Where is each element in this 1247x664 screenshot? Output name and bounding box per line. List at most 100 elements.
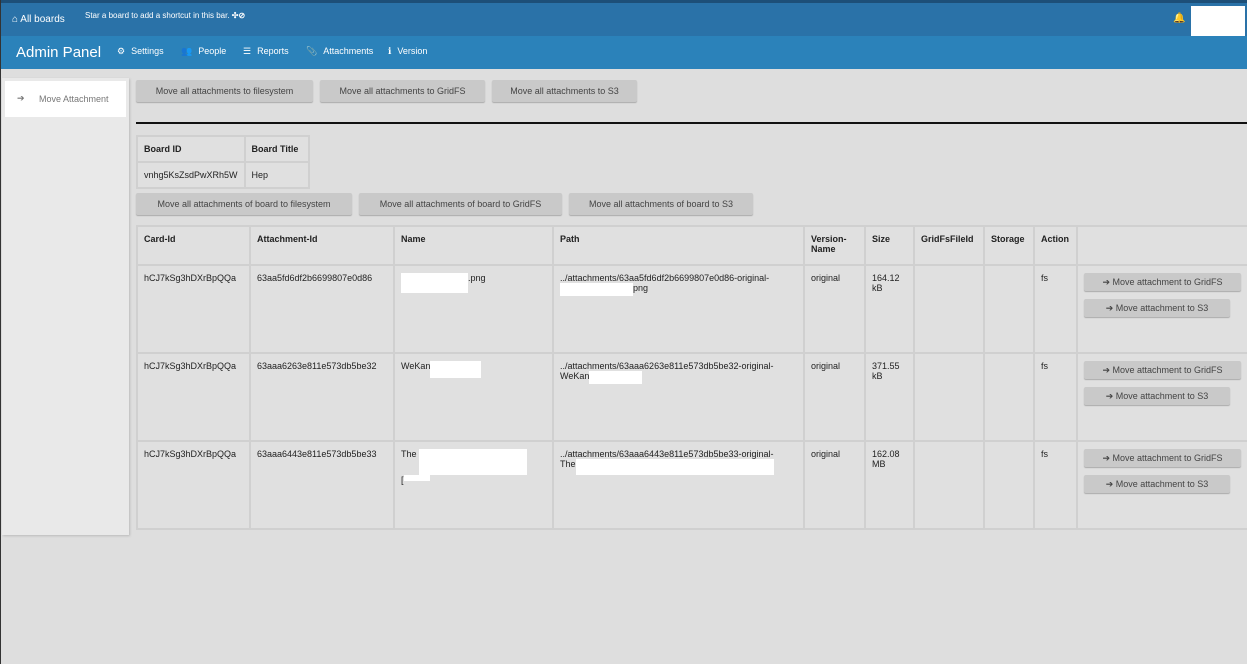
- col-attachment-id: Attachment-Id: [249, 225, 395, 266]
- table-row: vnhg5KsZsdPwXRh5W Hep: [136, 161, 310, 189]
- divider: [136, 122, 1247, 124]
- arrow-right-icon: ➔: [1102, 453, 1110, 463]
- name-prefix: The: [401, 449, 417, 459]
- col-action: Action: [1033, 225, 1078, 266]
- move-all-filesystem-button[interactable]: Move all attachments to filesystem: [136, 80, 313, 102]
- size: 371.55 kB: [864, 352, 915, 442]
- all-boards-link[interactable]: ⌂ All boards: [12, 14, 65, 25]
- storage: [983, 264, 1035, 354]
- redacted: [419, 449, 528, 475]
- move-board-filesystem-button[interactable]: Move all attachments of board to filesys…: [136, 193, 352, 215]
- nav-label: Attachments: [323, 46, 374, 56]
- arrow-right-icon: ➔: [1105, 479, 1114, 489]
- attachment-id: 63aaa6263e811e573db5be32: [249, 352, 395, 442]
- nav-label: Version: [397, 46, 428, 56]
- storage: [983, 352, 1035, 442]
- redacted: [560, 283, 633, 296]
- nav-people[interactable]: 👥 People: [181, 46, 226, 57]
- shortcut-hint: Star a board to add a shortcut in this b…: [85, 11, 245, 20]
- col-buttons: [1076, 225, 1247, 266]
- arrow-right-icon: ➔: [1105, 391, 1114, 401]
- button-label: Move attachment to S3: [1115, 391, 1209, 401]
- path-text: ../attachments/63aaa6443e811e573db5be33-…: [560, 449, 774, 459]
- size: 162.08 MB: [864, 440, 915, 530]
- redacted: [430, 361, 482, 378]
- version-name: original: [803, 264, 866, 354]
- attachments-table: Card-Id Attachment-Id Name Path Version-…: [136, 225, 1247, 530]
- move-to-gridfs-button[interactable]: ➔ Move attachment to GridFS: [1084, 361, 1241, 379]
- all-boards-label: All boards: [20, 14, 65, 25]
- move-to-gridfs-button[interactable]: ➔ Move attachment to GridFS: [1084, 449, 1241, 467]
- redacted: [403, 475, 430, 481]
- button-label: Move attachment to S3: [1115, 479, 1209, 489]
- redacted: [589, 371, 643, 384]
- sidebar-item-label: Move Attachment: [39, 94, 109, 104]
- nav-label: Reports: [257, 46, 289, 56]
- table-row: hCJ7kSg3hDXrBpQQa 63aaa6263e811e573db5be…: [136, 352, 1247, 442]
- col-storage: Storage: [983, 225, 1035, 266]
- board-title: Hep: [243, 161, 310, 189]
- redacted: [575, 459, 774, 475]
- redacted: [401, 273, 468, 293]
- move-to-s3-button[interactable]: ➔ Move attachment to S3: [1084, 299, 1230, 317]
- file-name: WeKan: [393, 352, 554, 442]
- shortcut-icons[interactable]: ✣⊘: [231, 11, 246, 20]
- card-id: hCJ7kSg3hDXrBpQQa: [136, 440, 251, 530]
- user-avatar[interactable]: [1191, 6, 1245, 36]
- version-name: original: [803, 440, 866, 530]
- home-icon: ⌂: [12, 14, 19, 25]
- nav-label: People: [198, 46, 227, 56]
- move-all-gridfs-button[interactable]: Move all attachments to GridFS: [320, 80, 485, 102]
- name-suffix: [: [401, 475, 404, 485]
- table-row: hCJ7kSg3hDXrBpQQa 63aaa6443e811e573db5be…: [136, 440, 1247, 530]
- file-name: The [: [393, 440, 554, 530]
- gridfs-file-id: [913, 440, 985, 530]
- paperclip-icon: 📎: [306, 46, 318, 56]
- path-text: png: [633, 283, 649, 293]
- button-label: Move attachment to GridFS: [1112, 365, 1223, 375]
- card-id: hCJ7kSg3hDXrBpQQa: [136, 352, 251, 442]
- move-all-s3-button[interactable]: Move all attachments to S3: [492, 80, 637, 102]
- col-name: Name: [393, 225, 554, 266]
- file-path: ../attachments/63aa5fd6df2b6699807e0d86-…: [552, 264, 805, 354]
- nav-reports[interactable]: ☰ Reports: [243, 46, 289, 57]
- action-storage: fs: [1033, 264, 1078, 354]
- path-text: ../attachments/63aaa6263e811e573db5be32-…: [560, 361, 774, 371]
- col-size: Size: [864, 225, 915, 266]
- gridfs-file-id: [913, 264, 985, 354]
- move-board-gridfs-button[interactable]: Move all attachments of board to GridFS: [359, 193, 562, 215]
- action-storage: fs: [1033, 352, 1078, 442]
- name-suffix: .png: [468, 273, 486, 283]
- sidebar-item-move-attachment[interactable]: ➔ Move Attachment: [5, 81, 126, 117]
- size: 164.12 kB: [864, 264, 915, 354]
- people-icon: 👥: [181, 46, 193, 56]
- info-icon: ℹ: [388, 46, 392, 56]
- move-to-s3-button[interactable]: ➔ Move attachment to S3: [1084, 387, 1230, 405]
- arrow-right-icon: ➔: [1102, 365, 1110, 375]
- board-table: Board ID Board Title vnhg5KsZsdPwXRh5W Hep: [136, 135, 310, 189]
- sidebar: ➔ Move Attachment: [2, 78, 129, 535]
- button-label: Move attachment to GridFS: [1112, 277, 1223, 287]
- admin-nav: Admin Panel ⚙ Settings 👥 People ☰ Reports 📎…: [1, 36, 1247, 69]
- gridfs-file-id: [913, 352, 985, 442]
- move-board-s3-button[interactable]: Move all attachments of board to S3: [569, 193, 753, 215]
- bell-icon[interactable]: 🔔: [1173, 13, 1186, 24]
- table-row: hCJ7kSg3hDXrBpQQa 63aa5fd6df2b6699807e0d…: [136, 264, 1247, 354]
- button-label: Move attachment to GridFS: [1112, 453, 1223, 463]
- move-to-gridfs-button[interactable]: ➔ Move attachment to GridFS: [1084, 273, 1241, 291]
- nav-attachments[interactable]: 📎 Attachments: [306, 46, 373, 57]
- hint-text: Star a board to add a shortcut in this b…: [85, 11, 230, 20]
- nav-version[interactable]: ℹ Version: [388, 46, 427, 57]
- col-board-id: Board ID: [136, 135, 246, 163]
- col-path: Path: [552, 225, 805, 266]
- version-name: original: [803, 352, 866, 442]
- col-version-name: Version-Name: [803, 225, 866, 266]
- col-board-title: Board Title: [243, 135, 310, 163]
- move-to-s3-button[interactable]: ➔ Move attachment to S3: [1084, 475, 1230, 493]
- action-storage: fs: [1033, 440, 1078, 530]
- page-title: Admin Panel: [16, 44, 102, 61]
- file-name: .png: [393, 264, 554, 354]
- list-icon: ☰: [243, 46, 252, 56]
- nav-settings[interactable]: ⚙ Settings: [117, 46, 164, 57]
- arrow-right-icon: ➔: [1102, 277, 1110, 287]
